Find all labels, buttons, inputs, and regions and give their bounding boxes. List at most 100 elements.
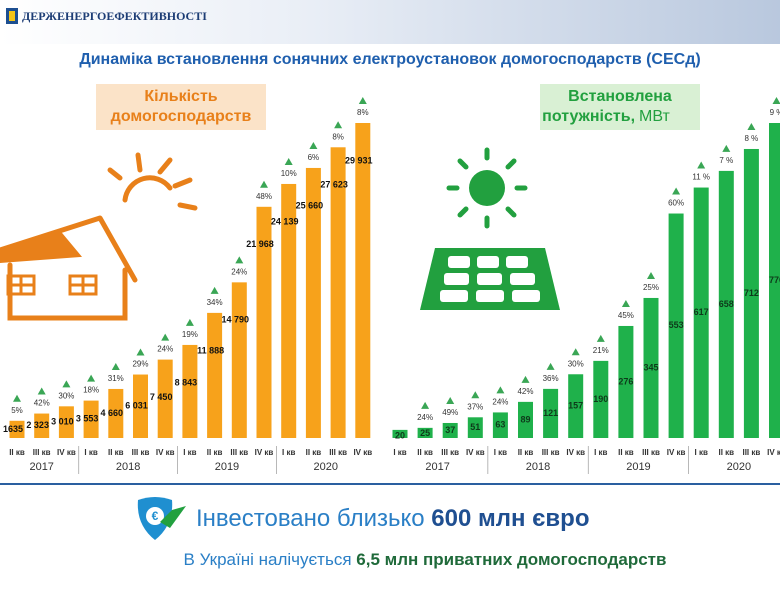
year-label: 2019 <box>215 461 239 473</box>
growth-label: 34% <box>207 298 223 307</box>
growth-arrow <box>284 157 293 165</box>
bar <box>543 388 559 438</box>
value-label: 21 968 <box>246 239 274 249</box>
badge-title-line: Встановлена <box>568 88 672 105</box>
growth-label: 24% <box>417 413 433 422</box>
badge-title-line: Кількість <box>144 88 217 105</box>
bar <box>718 170 734 439</box>
growth-arrow <box>647 271 655 279</box>
x-tick-label: IV кв <box>353 448 372 457</box>
growth-arrow <box>210 286 219 294</box>
growth-arrow <box>37 387 46 395</box>
growth-label: 19% <box>182 330 198 339</box>
bar <box>305 167 321 438</box>
value-label: 276 <box>618 376 633 386</box>
invest-amount: 600 млн євро <box>431 505 589 532</box>
bar <box>392 429 408 438</box>
growth-arrow <box>334 121 343 129</box>
households-text: В Україні налічується <box>184 550 352 569</box>
growth-label: 42% <box>517 387 533 396</box>
bar <box>133 374 148 438</box>
growth-label: 8 % <box>745 134 759 143</box>
value-label: 25 660 <box>296 200 324 210</box>
bar <box>568 374 584 438</box>
year-label: 2020 <box>314 461 338 473</box>
growth-label: 25% <box>643 283 659 292</box>
bar <box>668 213 684 438</box>
x-tick-label: II кв <box>9 448 25 457</box>
bar <box>281 183 297 438</box>
growth-label: 37% <box>467 402 483 411</box>
x-tick-label: II кв <box>108 448 124 457</box>
x-tick-label: IV кв <box>466 448 485 457</box>
bar <box>182 344 198 438</box>
x-tick-label: II кв <box>618 448 634 457</box>
bar <box>417 427 433 438</box>
house-icon <box>0 152 198 321</box>
growth-label: 24% <box>231 267 247 276</box>
badge <box>96 84 266 130</box>
badge-title: Встановлена потужність, МВт <box>542 88 672 125</box>
value-label: 3 553 <box>76 414 99 424</box>
bar <box>492 412 508 438</box>
header-band <box>0 0 780 44</box>
growth-label: 31% <box>108 374 124 383</box>
bar <box>769 123 780 438</box>
value-label: 63 <box>495 420 505 430</box>
growth-label: 8% <box>357 108 369 117</box>
value-label: 6 031 <box>125 401 148 411</box>
value-label: 25 <box>420 428 430 438</box>
growth-label: 5% <box>11 406 23 415</box>
bar <box>83 400 99 438</box>
value-label: 157 <box>568 401 583 411</box>
agency-name: ДЕРЖЕНЕРГОЕФЕКТИВНОСТІ <box>22 9 207 23</box>
growth-label: 21% <box>593 346 609 355</box>
value-label: 658 <box>719 299 734 309</box>
value-label: 7 450 <box>150 392 173 402</box>
value-label: 89 <box>520 414 530 424</box>
value-label: 14 790 <box>222 315 250 325</box>
x-tick-label: II кв <box>719 448 735 457</box>
invest-text: Інвестовано близько <box>196 505 425 532</box>
value-label: 617 <box>694 307 709 317</box>
growth-arrow <box>546 362 555 370</box>
x-tick-label: III кв <box>441 448 459 457</box>
growth-label: 8% <box>332 132 344 141</box>
year-label: 2017 <box>29 461 53 473</box>
value-label: 190 <box>593 394 608 404</box>
growth-label: 49% <box>442 408 458 417</box>
x-tick-label: III кв <box>132 448 150 457</box>
growth-arrow <box>471 391 480 399</box>
growth-arrow <box>747 122 756 130</box>
year-label: 2018 <box>526 461 550 473</box>
bar <box>157 359 173 438</box>
value-label: 24 139 <box>271 216 299 226</box>
x-tick-label: IV кв <box>57 448 76 457</box>
invest-line: Інвестовано близько 600 млн євро <box>196 505 590 532</box>
bar <box>743 148 759 439</box>
growth-arrow <box>358 97 367 104</box>
bar <box>442 422 458 438</box>
value-label: 11 888 <box>197 345 224 355</box>
x-tick-label: II кв <box>417 448 433 457</box>
bar <box>207 312 223 438</box>
growth-arrow <box>571 348 580 356</box>
euro-shield-icon: € <box>137 497 186 540</box>
growth-label: 18% <box>83 386 99 395</box>
growth-arrow <box>111 362 120 370</box>
year-label: 2017 <box>425 461 449 473</box>
x-tick-label: III кв <box>642 448 660 457</box>
solar-panel-icon <box>420 147 560 310</box>
x-tick-label: IV кв <box>566 448 585 457</box>
bar <box>618 325 634 438</box>
x-tick-label: IV кв <box>767 448 780 457</box>
x-tick-label: I кв <box>183 448 196 457</box>
svg-text:€: € <box>152 509 159 523</box>
value-label: 121 <box>543 408 558 418</box>
badge <box>540 84 700 130</box>
growth-label: 11 % <box>692 173 710 182</box>
growth-label: 42% <box>34 399 50 408</box>
slide-title: Динаміка встановлення сонячних електроус… <box>79 51 700 68</box>
year-label: 2019 <box>626 461 650 473</box>
